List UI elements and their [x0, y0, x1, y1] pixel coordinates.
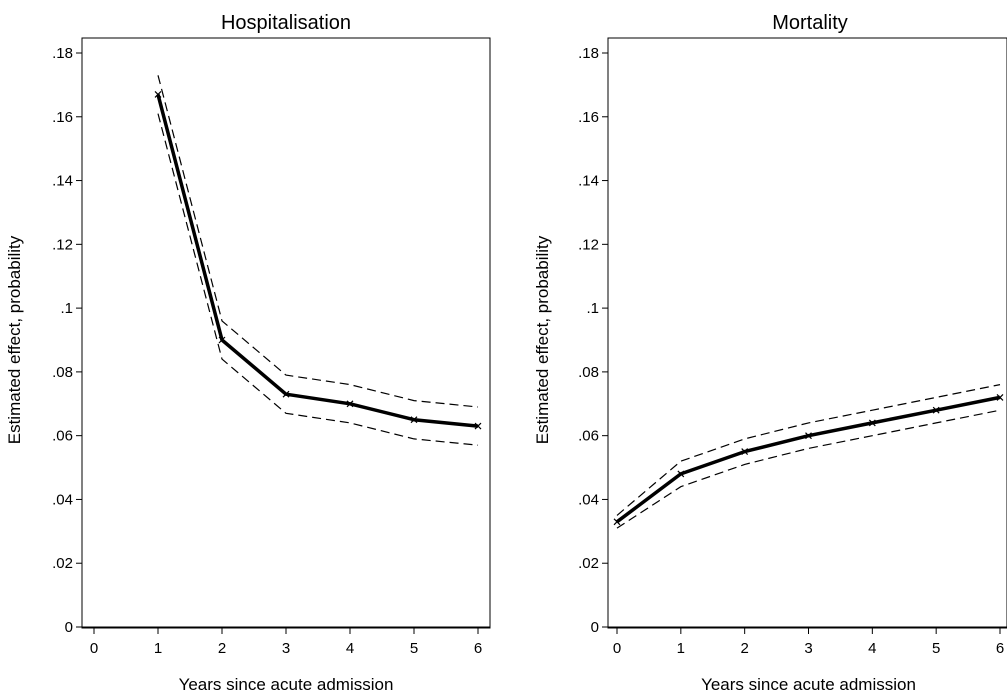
y-tick-label: .08 — [52, 364, 73, 381]
data-point-marker — [154, 91, 162, 98]
data-point-marker — [805, 432, 812, 440]
y-tick-label: .12 — [578, 236, 599, 253]
x-tick-label: 1 — [677, 640, 685, 657]
plot-frame — [81, 37, 491, 629]
x-tick-label: 5 — [932, 640, 940, 657]
data-point-marker — [474, 422, 482, 430]
x-tick-label: 3 — [282, 640, 290, 657]
data-point-marker — [677, 470, 685, 478]
y-tick-label: .1 — [60, 300, 73, 317]
y-tick-label: 0 — [591, 619, 599, 636]
y-tick-label: .18 — [578, 45, 599, 62]
x-axis-label: Years since acute admission — [179, 675, 394, 694]
x-tick-label: 0 — [90, 640, 98, 657]
y-axis-label: Estimated effect, probability — [5, 235, 24, 444]
y-tick-label: .08 — [578, 364, 599, 381]
data-point-marker — [613, 518, 621, 526]
data-point-marker — [346, 400, 354, 408]
y-axis-label: Estimated effect, probability — [533, 235, 552, 444]
y-tick-label: .06 — [52, 428, 73, 445]
data-point-marker — [410, 416, 418, 424]
y-tick-label: .1 — [586, 300, 599, 317]
series-line-estimate — [615, 395, 1001, 524]
y-tick-label: .16 — [52, 109, 73, 126]
data-point-marker — [868, 419, 876, 427]
series-line-ci-upper — [157, 75, 479, 408]
data-point-marker — [741, 448, 749, 456]
series-line-ci-lower — [616, 409, 1001, 529]
series-line-ci-upper — [616, 384, 1001, 516]
data-point-marker — [932, 406, 940, 414]
y-tick-label: .14 — [52, 173, 73, 190]
y-tick-label: .02 — [578, 555, 599, 572]
x-tick-label: 3 — [804, 640, 812, 657]
x-tick-label: 0 — [613, 640, 621, 657]
y-tick-label: .18 — [52, 45, 73, 62]
x-tick-label: 4 — [346, 640, 354, 657]
x-tick-label: 2 — [740, 640, 748, 657]
y-tick-label: .16 — [578, 109, 599, 126]
x-tick-label: 2 — [218, 640, 226, 657]
plot-frame — [607, 37, 1007, 629]
y-tick-label: .12 — [52, 236, 73, 253]
x-axis-label: Years since acute admission — [701, 675, 916, 694]
x-tick-label: 4 — [868, 640, 876, 657]
y-tick-label: .04 — [578, 491, 599, 508]
chart-title: Mortality — [772, 12, 848, 34]
series-line-estimate — [156, 94, 479, 428]
panel-1: Mortality 0 .02 .04 .06 .08 .1 .12 .14 .16 .18 0 1 2 3… — [533, 12, 1007, 694]
x-tick-label: 6 — [996, 640, 1004, 657]
chart-title: Hospitalisation — [221, 12, 351, 34]
x-tick-label: 6 — [474, 640, 482, 657]
data-point-marker — [218, 336, 226, 344]
y-tick-label: .06 — [578, 428, 599, 445]
series-line-ci-lower — [157, 113, 479, 446]
panel-0: Hospitalisation 0 .02 .04 .06 .08 .1 .12 .14 .16.… — [5, 12, 491, 694]
y-tick-label: .14 — [578, 173, 599, 190]
x-tick-label: 5 — [410, 640, 418, 657]
y-tick-label: .04 — [52, 491, 73, 508]
y-tick-label: 0 — [65, 619, 73, 636]
data-point-marker — [282, 390, 290, 398]
x-tick-label: 1 — [154, 640, 162, 657]
y-tick-label: .02 — [52, 555, 73, 572]
data-point-marker — [996, 393, 1004, 401]
